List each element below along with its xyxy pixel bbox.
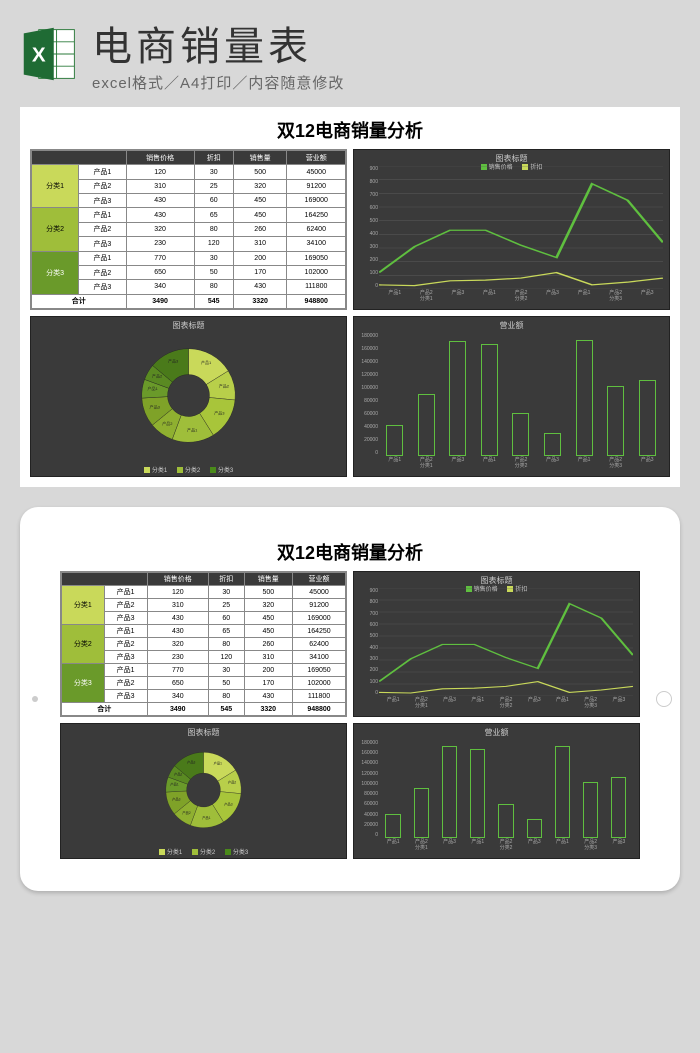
svg-text:X: X [32, 43, 46, 66]
excel-icon: X [20, 24, 80, 84]
svg-text:产品1: 产品1 [170, 782, 178, 787]
svg-text:产品1: 产品1 [201, 359, 212, 365]
svg-text:产品2: 产品2 [228, 779, 236, 784]
donut-legend: 分类1 分类2 分类3 [31, 465, 346, 474]
svg-text:产品2: 产品2 [162, 420, 173, 426]
donut-chart: 产品1 产品2 产品3 产品1 产品2 产品3 产品1 产品2 产品3 [31, 331, 346, 460]
bar-chart-title: 营业额 [354, 317, 669, 334]
page-header: X 电商销量表 excel格式／A4打印／内容随意修改 [0, 0, 700, 99]
main-title: 电商销量表 [92, 14, 680, 72]
sheet-preview-2: 双12电商销量分析 销售价格折扣销售量营业额分类1产品1120305004500… [50, 529, 650, 869]
data-table-2: 销售价格折扣销售量营业额分类1产品11203050045000产品2310253… [61, 572, 346, 716]
sheet-preview-1: 双12电商销量分析 销售价格折扣销售量营业额分类1产品1120305004500… [20, 107, 680, 487]
svg-text:产品2: 产品2 [182, 810, 190, 815]
bar-chart-2 [379, 740, 633, 838]
sheet-title-2: 双12电商销量分析 [60, 539, 640, 565]
bar-chart [379, 333, 663, 456]
svg-text:产品2: 产品2 [219, 382, 230, 388]
data-table-panel: 销售价格折扣销售量营业额分类1产品11203050045000产品2310253… [30, 149, 347, 310]
svg-text:产品2: 产品2 [174, 771, 182, 776]
subtitle: excel格式／A4打印／内容随意修改 [92, 72, 680, 93]
line-chart-panel-2: 图表标题 销售价格 折扣 900800700600500400300200100… [353, 571, 640, 717]
svg-text:产品3: 产品3 [224, 801, 232, 806]
svg-text:产品3: 产品3 [172, 797, 180, 802]
tablet-preview: 双12电商销量分析 销售价格折扣销售量营业额分类1产品1120305004500… [20, 507, 680, 891]
svg-text:产品1: 产品1 [187, 427, 198, 433]
bar-chart-panel: 营业额 180000160000140000120000100000800006… [353, 316, 670, 477]
svg-text:产品3: 产品3 [150, 404, 161, 410]
sheet-title: 双12电商销量分析 [30, 117, 670, 143]
svg-text:产品3: 产品3 [214, 410, 225, 416]
donut-chart-2: 产品1 产品2 产品3 产品1 产品2 产品3 产品1 产品2 产品3 [61, 738, 346, 842]
line-chart-panel: 图表标题 销售价格 折扣 900800700600500400300200100… [353, 149, 670, 310]
line-chart-2 [379, 588, 633, 696]
data-table-panel-2: 销售价格折扣销售量营业额分类1产品11203050045000产品2310253… [60, 571, 347, 717]
title-block: 电商销量表 excel格式／A4打印／内容随意修改 [92, 14, 680, 93]
svg-text:产品3: 产品3 [187, 760, 195, 765]
svg-text:产品1: 产品1 [147, 385, 158, 391]
svg-text:产品3: 产品3 [168, 358, 179, 364]
svg-text:产品2: 产品2 [152, 372, 163, 378]
donut-chart-panel: 图表标题 产品1产品2产品3产品1产品2产品3产品1产品2产品3 分类1 分类2… [30, 316, 347, 477]
bar-chart-panel-2: 营业额 180000160000140000120000100000800006… [353, 723, 640, 859]
data-table: 销售价格折扣销售量营业额分类1产品11203050045000产品2310253… [31, 150, 346, 309]
line-chart [379, 166, 663, 289]
svg-text:产品1: 产品1 [202, 815, 210, 820]
donut-chart-panel-2: 图表标题 产品1产品2产品3产品1产品2产品3产品1产品2产品3 分类1 分类2… [60, 723, 347, 859]
svg-text:产品1: 产品1 [214, 760, 222, 765]
